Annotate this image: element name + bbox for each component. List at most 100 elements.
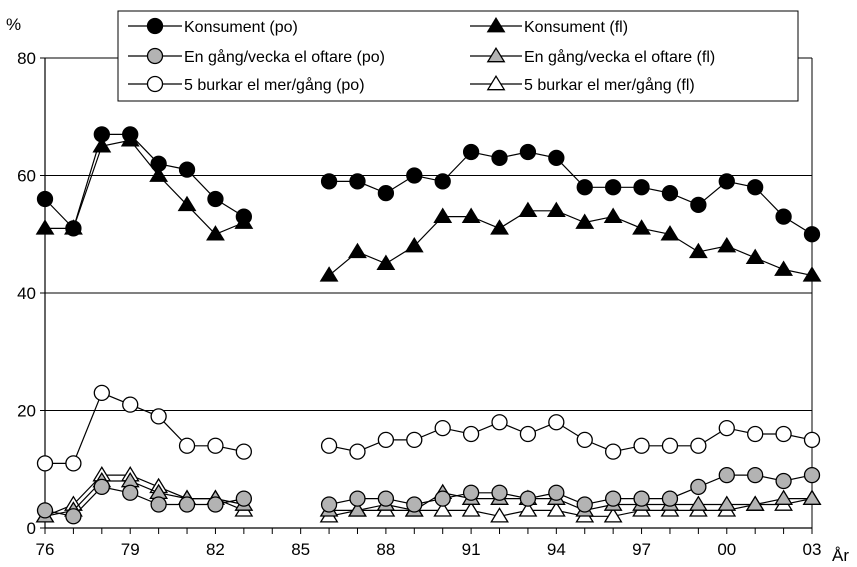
data-point (802, 489, 822, 505)
data-point (320, 173, 338, 190)
data-point (633, 179, 650, 196)
data-point (690, 478, 707, 496)
data-point (348, 242, 367, 259)
data-point (36, 190, 54, 208)
data-point (575, 213, 595, 229)
data-point (235, 490, 253, 507)
data-point (745, 248, 765, 265)
x-tick-label: 85 (291, 540, 310, 559)
x-tick-label: 00 (717, 540, 736, 559)
data-point (93, 126, 110, 143)
legend-marker (146, 75, 164, 93)
legend-marker (146, 17, 164, 35)
legend-box (117, 10, 799, 102)
data-point (604, 443, 622, 460)
series-4 (36, 384, 821, 472)
data-point (434, 173, 451, 190)
data-point (35, 219, 55, 235)
data-point (688, 495, 708, 511)
data-point (178, 496, 196, 513)
data-point (803, 466, 821, 484)
x-tick-label: 94 (547, 540, 566, 559)
data-point (775, 472, 792, 490)
data-point (320, 437, 338, 454)
data-point (603, 207, 623, 223)
data-point (490, 507, 509, 523)
data-point (178, 161, 196, 178)
data-point (747, 179, 764, 196)
data-point (461, 207, 481, 223)
data-point (491, 484, 508, 501)
data-point (774, 260, 793, 276)
legend-label: 5 burkar el mer/gång (po) (184, 76, 365, 94)
data-point (718, 173, 735, 190)
legend-entry: Konsument (fl) (470, 16, 628, 36)
data-point (546, 501, 566, 517)
series-line (329, 151, 813, 235)
legend-marker (146, 47, 164, 65)
data-point (235, 443, 253, 460)
data-point (491, 414, 508, 431)
series-line (45, 139, 245, 236)
legend: Konsument (po) Konsument (fl) En gång/veck… (117, 10, 799, 102)
legend-marker (486, 46, 506, 63)
data-point (661, 490, 679, 507)
data-point (406, 167, 423, 184)
data-point (461, 501, 481, 517)
data-point (93, 384, 110, 402)
data-point (546, 201, 566, 218)
data-point (661, 184, 679, 202)
data-point (433, 207, 453, 223)
data-point (717, 495, 737, 511)
data-point (518, 501, 538, 517)
data-point (576, 496, 593, 513)
data-point (462, 484, 480, 501)
data-point (122, 484, 139, 501)
data-point (36, 502, 54, 519)
y-tick-label: 60 (17, 167, 36, 186)
data-point (122, 396, 139, 413)
data-point (803, 226, 821, 243)
data-point (349, 173, 366, 190)
data-point (319, 266, 339, 282)
data-point (93, 478, 110, 496)
data-point (518, 201, 538, 218)
data-point (434, 419, 451, 437)
data-point (65, 508, 82, 525)
legend-entry: 5 burkar el mer/gång (po) (128, 75, 365, 94)
series-2 (36, 466, 821, 525)
x-axis-title: År (832, 546, 849, 565)
data-point (377, 431, 395, 449)
data-point (207, 190, 224, 208)
data-point (661, 437, 679, 454)
data-point (747, 425, 764, 443)
data-point (548, 149, 565, 167)
legend-entry: En gång/vecka el oftare (po) (128, 47, 385, 66)
data-point (491, 149, 508, 167)
data-point (462, 425, 480, 443)
legend-marker (486, 74, 506, 91)
data-point (548, 414, 565, 431)
data-point (803, 431, 821, 449)
x-tick-label: 76 (36, 540, 55, 559)
series-line (328, 210, 813, 276)
data-point (462, 143, 480, 161)
data-point (235, 208, 253, 225)
x-tick-label: 88 (376, 540, 395, 559)
data-point (802, 266, 822, 282)
x-tick-label: 97 (632, 540, 651, 559)
data-point (178, 437, 196, 454)
data-point (376, 254, 396, 270)
data-point (717, 236, 737, 253)
y-axis-title: % (6, 15, 21, 34)
data-point (519, 490, 537, 507)
data-point (576, 431, 593, 449)
legend-label: En gång/vecka el oftare (fl) (524, 48, 715, 66)
data-point (404, 236, 424, 253)
series-line (328, 421, 813, 453)
legend-label: En gång/vecka el oftare (po) (184, 48, 385, 66)
data-point (65, 455, 82, 472)
legend-entry: Konsument (po) (128, 17, 298, 36)
y-tick-label: 80 (17, 49, 36, 68)
